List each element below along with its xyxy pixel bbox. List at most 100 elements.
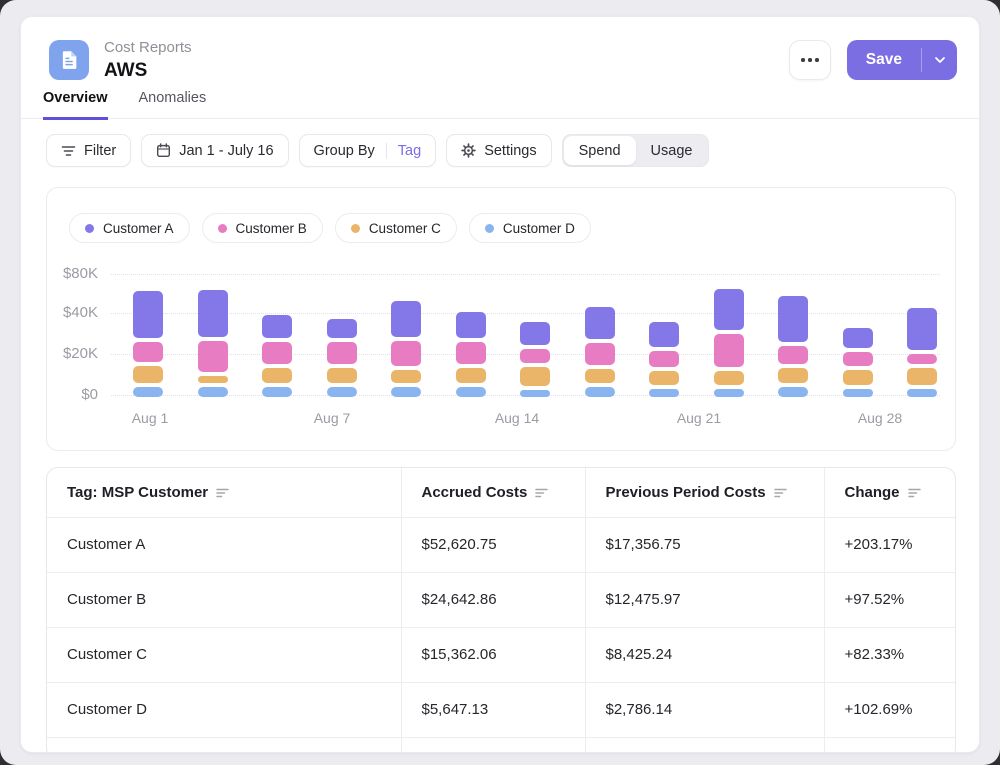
bar-segment-customer-c[interactable] (713, 371, 744, 385)
sort-icon (773, 488, 787, 497)
group-by-label: Group By (313, 142, 375, 159)
legend-pill-customer-b[interactable]: Customer B (201, 213, 323, 243)
bar-segment-customer-b[interactable] (907, 354, 937, 365)
bar-segment-customer-c[interactable] (391, 370, 421, 383)
legend-swatch (484, 223, 494, 233)
legend-pill-customer-a[interactable]: Customer A (69, 213, 190, 243)
bar-segment-customer-b[interactable] (391, 340, 421, 367)
settings-label: Settings (484, 142, 537, 159)
bar-segment-customer-c[interactable] (842, 370, 873, 385)
bar-segment-customer-a[interactable] (262, 315, 292, 338)
column-header-label: Previous Period Costs (605, 483, 766, 501)
tab-overview[interactable]: Overview (43, 90, 108, 120)
bar-segment-customer-c[interactable] (907, 368, 937, 385)
column-header-previous-period-costs[interactable]: Previous Period Costs (584, 468, 824, 517)
accrued-costs-cell: $15,362.06 (400, 626, 585, 682)
y-axis-tick-label: $80K (62, 265, 98, 282)
gridline (111, 274, 940, 275)
sort-icon (535, 488, 549, 497)
bar-segment-customer-b[interactable] (262, 341, 292, 365)
bar-segment-customer-d[interactable] (326, 386, 357, 397)
bar-segment-customer-d[interactable] (262, 386, 292, 397)
column-header-label: Accrued Costs (421, 483, 528, 501)
bar-segment-customer-d[interactable] (133, 386, 163, 397)
y-axis-tick-label: $40K (62, 304, 98, 321)
table-row-customer-d: Customer D $5,647.13 $2,786.14 +102.69% (47, 681, 955, 737)
chart-legend: Customer A Customer B Customer C Customer D (69, 213, 591, 243)
bar-segment-customer-b[interactable] (713, 333, 744, 368)
bar-segment-customer-a[interactable] (584, 307, 615, 339)
legend-pill-customer-c[interactable]: Customer C (334, 213, 457, 243)
bar-segment-customer-c[interactable] (133, 366, 163, 383)
settings-button[interactable]: Settings (446, 134, 552, 167)
legend-swatch (85, 223, 94, 233)
bar-segment-customer-a[interactable] (326, 319, 357, 338)
x-axis-tick-label: Aug 1 (131, 410, 169, 426)
document-icon (62, 51, 77, 69)
bar-segment-customer-a[interactable] (713, 288, 744, 330)
bar-segment-customer-b[interactable] (197, 340, 228, 372)
bar-segment-customer-d[interactable] (455, 386, 486, 397)
bar-segment-customer-a[interactable] (391, 300, 421, 337)
change-cell: +97.52% (823, 571, 955, 627)
bar-segment-customer-a[interactable] (649, 322, 679, 348)
bar-segment-customer-c[interactable] (778, 368, 808, 383)
column-header-tag-msp-customer[interactable]: Tag: MSP Customer (47, 468, 401, 517)
bar-segment-customer-b[interactable] (326, 341, 357, 365)
x-axis-tick-label: Aug 28 (857, 410, 903, 426)
bar-segment-customer-d[interactable] (907, 388, 937, 397)
bar-segment-customer-a[interactable] (520, 322, 550, 346)
filter-button[interactable]: Filter (46, 134, 132, 167)
bar-segment-customer-b[interactable] (584, 342, 615, 366)
bar-segment-customer-b[interactable] (649, 351, 679, 368)
filter-icon (61, 145, 76, 156)
bar-segment-customer-a[interactable] (133, 290, 163, 338)
bar-segment-customer-a[interactable] (842, 327, 873, 349)
column-header-change[interactable]: Change (823, 468, 955, 517)
bar-segment-customer-a[interactable] (778, 295, 808, 342)
bar-segment-customer-b[interactable] (455, 341, 486, 365)
change-cell: +82.33% (823, 626, 955, 682)
gridline (111, 313, 940, 314)
bar-segment-customer-b[interactable] (133, 341, 163, 363)
toggle-option-usage[interactable]: Usage (650, 142, 693, 159)
bar-segment-customer-c[interactable] (455, 368, 486, 383)
sort-icon (216, 488, 229, 497)
table-row-customer-a: Customer A $52,620.75 $17,356.75 +203.17% (47, 516, 955, 572)
bar-segment-customer-c[interactable] (197, 375, 228, 383)
save-split-button: Save (846, 40, 957, 80)
bar-segment-customer-d[interactable] (391, 386, 421, 397)
date-range-button[interactable]: Jan 1 - July 16 (141, 134, 289, 167)
bar-segment-customer-b[interactable] (778, 345, 808, 365)
bar-segment-customer-d[interactable] (197, 386, 228, 397)
column-header-accrued-costs[interactable]: Accrued Costs (400, 468, 585, 517)
save-dropdown-button[interactable] (922, 40, 957, 80)
bar-segment-customer-b[interactable] (520, 349, 550, 364)
bar-segment-customer-d[interactable] (649, 388, 679, 397)
bar-segment-customer-c[interactable] (649, 371, 679, 385)
bar-segment-customer-b[interactable] (842, 352, 873, 367)
column-header-label: Change (844, 483, 900, 501)
group-by-button[interactable]: Group By Tag (298, 134, 437, 167)
bar-segment-customer-a[interactable] (197, 289, 228, 337)
save-button[interactable]: Save (865, 51, 902, 68)
toggle-option-spend[interactable]: Spend (563, 136, 636, 165)
bar-segment-customer-d[interactable] (713, 388, 744, 397)
bar-segment-customer-d[interactable] (584, 386, 615, 397)
bar-segment-customer-c[interactable] (520, 367, 550, 386)
legend-label: Customer A (103, 220, 174, 236)
group-by-divider (385, 142, 387, 159)
bar-segment-customer-a[interactable] (455, 312, 486, 338)
bar-segment-customer-c[interactable] (326, 368, 357, 383)
bar-segment-customer-a[interactable] (907, 308, 937, 351)
bar-segment-customer-c[interactable] (584, 369, 615, 383)
tab-anomalies[interactable]: Anomalies (138, 90, 207, 106)
bar-segment-customer-d[interactable] (842, 388, 873, 397)
bar-segment-customer-c[interactable] (262, 368, 292, 383)
more-options-button[interactable] (788, 40, 831, 80)
bar-segment-customer-d[interactable] (778, 386, 808, 397)
legend-pill-customer-d[interactable]: Customer D (468, 213, 591, 243)
accrued-costs-cell: $52,620.75 (400, 516, 585, 572)
legend-label: Customer B (235, 220, 307, 236)
bar-segment-customer-d[interactable] (520, 389, 550, 397)
